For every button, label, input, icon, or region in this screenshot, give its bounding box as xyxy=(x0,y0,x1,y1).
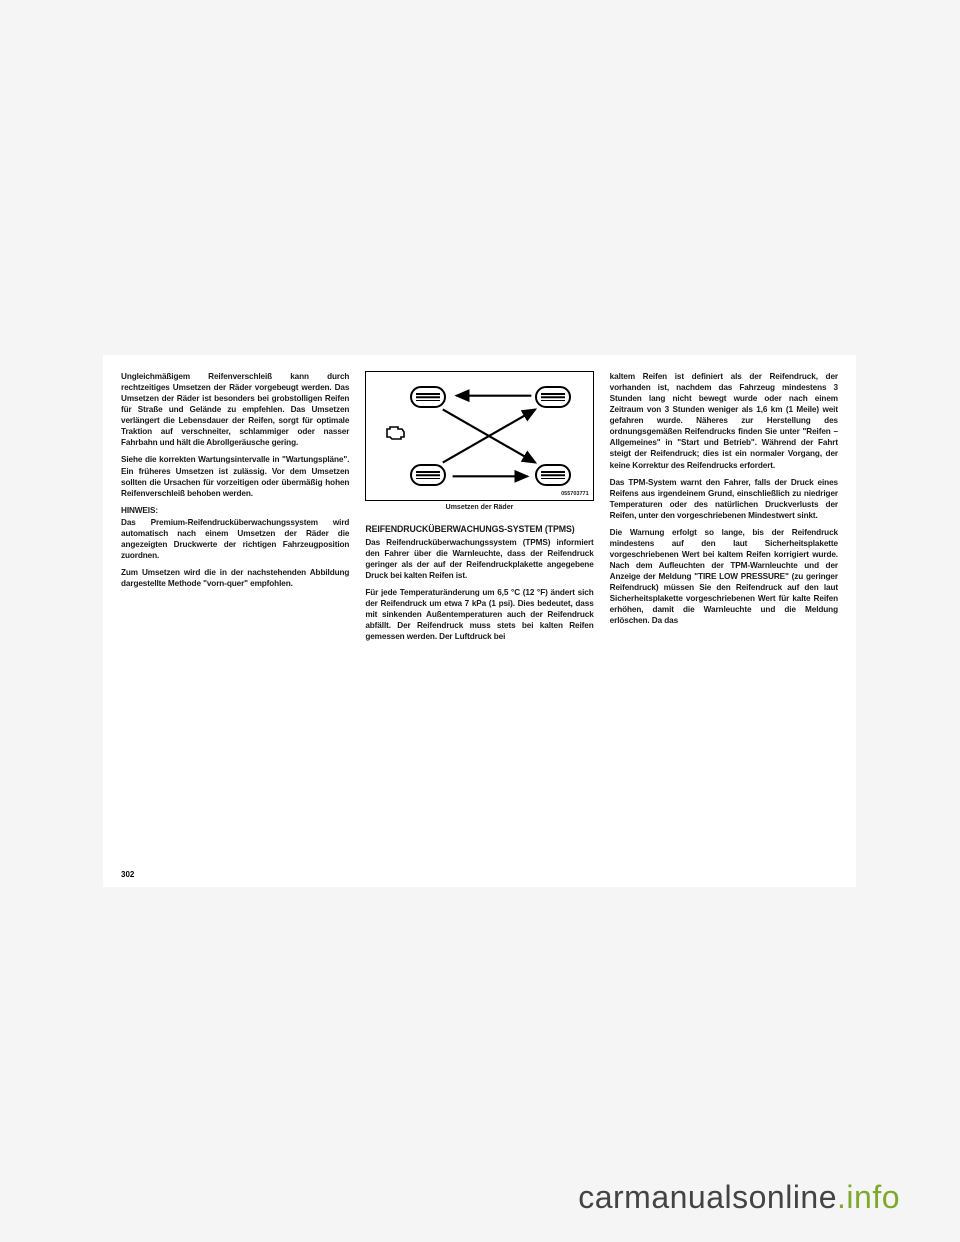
tire-rotation-figure: 055703771 xyxy=(365,371,593,501)
paragraph: Zum Umsetzen wird die in der nachstehend… xyxy=(121,567,349,589)
paragraph: Das Premium-Reifendrucküberwachungssyste… xyxy=(121,517,349,561)
rotation-arrows-icon xyxy=(366,372,592,500)
watermark-text: carmanualsonline xyxy=(578,1179,837,1215)
column-2: 055703771 Umsetzen der Räder REIFENDRUCK… xyxy=(365,371,593,877)
section-heading: REIFENDRUCKÜBERWACHUNGS-SYSTEM (TPMS) xyxy=(365,524,593,535)
note-label: HINWEIS: xyxy=(121,505,349,516)
paragraph: Das TPM-System warnt den Fahrer, falls d… xyxy=(610,477,838,521)
watermark-suffix: .info xyxy=(837,1179,900,1215)
figure-number: 055703771 xyxy=(561,491,589,498)
watermark: carmanualsonline.info xyxy=(578,1179,900,1216)
column-1: Ungleichmäßigem Reifenverschleiß kann du… xyxy=(121,371,349,877)
paragraph: Das Reifendrucküberwachungssystem (TPMS)… xyxy=(365,537,593,581)
paragraph: Die Warnung erfolgt so lange, bis der Re… xyxy=(610,527,838,627)
page-number: 302 xyxy=(121,870,134,879)
column-3: kaltem Reifen ist definiert als der Reif… xyxy=(610,371,838,877)
paragraph: kaltem Reifen ist definiert als der Reif… xyxy=(610,371,838,471)
paragraph: Siehe die korrekten Wartungsintervalle i… xyxy=(121,454,349,498)
paragraph: Für jede Temperaturänderung um 6,5 °C (1… xyxy=(365,587,593,642)
manual-page: Ungleichmäßigem Reifenverschleiß kann du… xyxy=(103,355,856,887)
figure-caption: Umsetzen der Räder xyxy=(365,503,593,512)
paragraph: Ungleichmäßigem Reifenverschleiß kann du… xyxy=(121,371,349,448)
